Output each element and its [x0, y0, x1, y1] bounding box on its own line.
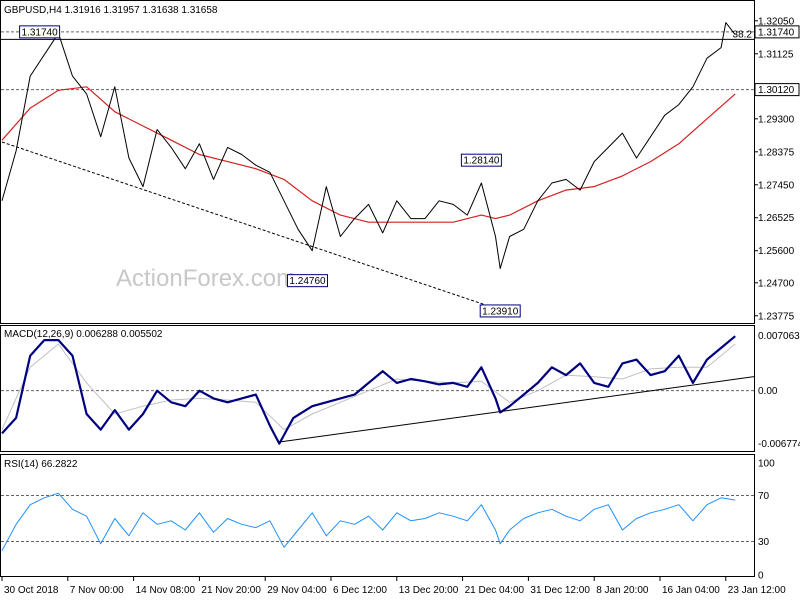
price-level-tag [754, 83, 800, 97]
rsi-line [1, 492, 736, 551]
price-line [1, 22, 736, 269]
x-tick-label: 31 Dec 12:00 [530, 585, 590, 596]
x-tick-label: 23 Jan 12:00 [728, 585, 786, 596]
price-level-tag-label: 1.31740 [758, 27, 795, 38]
level-label: 1.31740 [22, 27, 59, 38]
ema-line [1, 86, 736, 223]
support-trendline [1, 141, 501, 311]
watermark: ActionForex.com [116, 265, 296, 292]
x-tick-label: 8 Jan 20:00 [596, 585, 649, 596]
macd-line [1, 335, 736, 445]
price-tick-label: 1.27450 [758, 180, 795, 191]
x-tick-label: 7 Nov 00:00 [70, 585, 124, 596]
level-label-box [460, 153, 502, 167]
x-tick-label: 14 Nov 08:00 [136, 585, 196, 596]
price-panel [0, 0, 755, 324]
price-tick-label: 1.29300 [758, 114, 795, 125]
rsi-tick-label: 100 [758, 459, 775, 470]
macd-tick-label: 0.007063 [758, 331, 800, 342]
rsi-tick-label: 30 [758, 537, 770, 548]
level-label: 1.23910 [482, 306, 519, 317]
price-tick-label: 1.28375 [758, 147, 795, 158]
level-label-box [19, 25, 61, 39]
price-level-tag [754, 25, 800, 39]
macd-tick-label: 0.00 [758, 386, 778, 397]
fib-label: 38.2 [733, 29, 753, 40]
x-tick-label: 29 Nov 04:00 [267, 585, 327, 596]
price-level-tag-label: 1.30120 [758, 85, 795, 96]
price-tick-label: 1.32050 [758, 16, 795, 27]
price-tick-label: 1.31125 [758, 49, 794, 60]
x-tick-label: 21 Nov 20:00 [201, 585, 261, 596]
rsi-header: RSI(14) 66.2822 [4, 459, 78, 470]
rsi-panel [0, 454, 755, 577]
price-tick-label: 1.25600 [758, 246, 795, 257]
x-tick-label: 6 Dec 12:00 [333, 585, 387, 596]
x-tick-label: 13 Dec 20:00 [399, 585, 459, 596]
macd-trendline [279, 376, 755, 443]
price-header: GBPUSD,H4 1.31916 1.31957 1.31638 1.3165… [4, 5, 218, 16]
price-tick-label: 1.26525 [758, 213, 795, 224]
rsi-tick-label: 0 [758, 571, 764, 582]
x-tick-label: 30 Oct 2018 [4, 585, 59, 596]
level-label: 1.28140 [463, 156, 500, 167]
price-tick-label: 1.23775 [758, 311, 795, 322]
price-tick-label: 1.24700 [758, 278, 795, 289]
x-tick-label: 21 Dec 04:00 [465, 585, 525, 596]
level-label-box [479, 304, 521, 318]
level-label-box [287, 274, 328, 288]
rsi-tick-label: 70 [758, 491, 770, 502]
macd-header: MACD(12,26,9) 0.006288 0.005502 [4, 329, 163, 340]
macd-panel [0, 325, 755, 452]
macd-tick-label: -0.006774 [758, 439, 800, 450]
x-tick-label: 16 Jan 04:00 [662, 585, 720, 596]
level-label: 1.24760 [289, 276, 326, 287]
